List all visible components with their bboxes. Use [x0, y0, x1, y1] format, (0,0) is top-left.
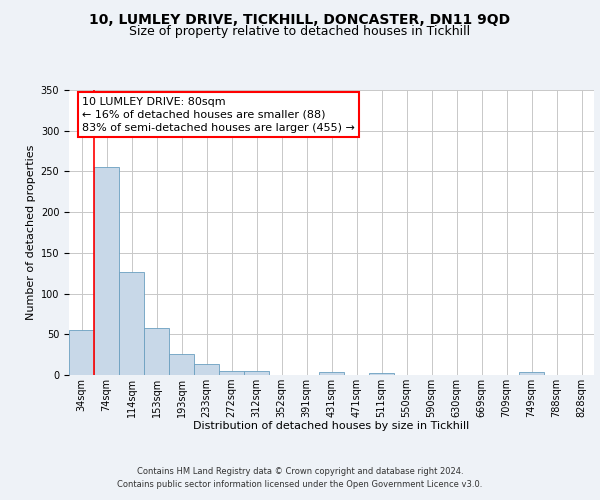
- Text: 10 LUMLEY DRIVE: 80sqm
← 16% of detached houses are smaller (88)
83% of semi-det: 10 LUMLEY DRIVE: 80sqm ← 16% of detached…: [82, 96, 355, 133]
- Bar: [169, 354, 194, 375]
- Bar: [194, 364, 219, 375]
- X-axis label: Distribution of detached houses by size in Tickhill: Distribution of detached houses by size …: [193, 422, 470, 432]
- Bar: [219, 371, 244, 375]
- Bar: [319, 372, 344, 375]
- Text: 10, LUMLEY DRIVE, TICKHILL, DONCASTER, DN11 9QD: 10, LUMLEY DRIVE, TICKHILL, DONCASTER, D…: [89, 12, 511, 26]
- Bar: [119, 272, 144, 375]
- Text: Contains HM Land Registry data © Crown copyright and database right 2024.: Contains HM Land Registry data © Crown c…: [137, 467, 463, 476]
- Bar: [244, 371, 269, 375]
- Text: Contains public sector information licensed under the Open Government Licence v3: Contains public sector information licen…: [118, 480, 482, 489]
- Bar: [94, 168, 119, 375]
- Text: Size of property relative to detached houses in Tickhill: Size of property relative to detached ho…: [130, 25, 470, 38]
- Bar: [369, 372, 394, 375]
- Bar: [519, 372, 544, 375]
- Bar: [69, 330, 94, 375]
- Bar: [144, 328, 169, 375]
- Y-axis label: Number of detached properties: Number of detached properties: [26, 145, 37, 320]
